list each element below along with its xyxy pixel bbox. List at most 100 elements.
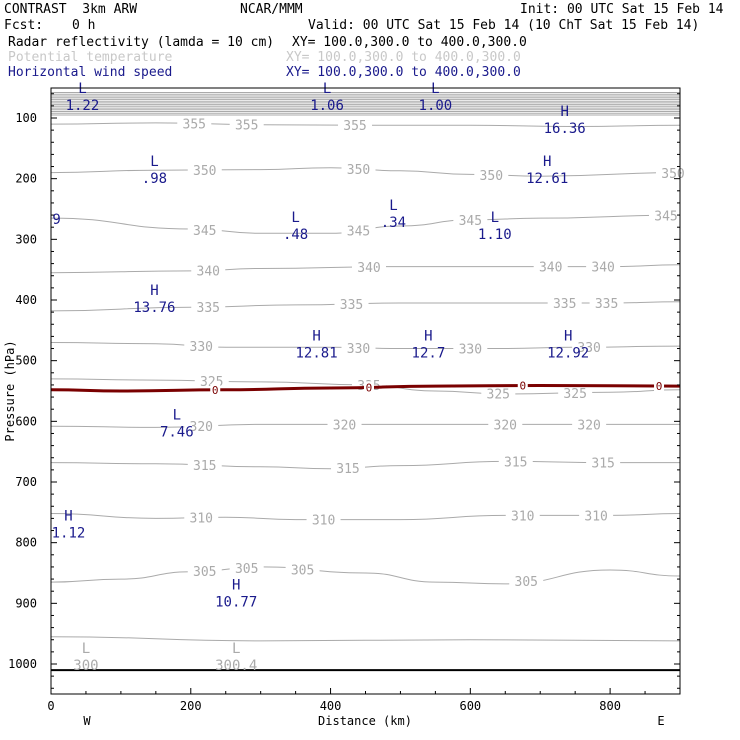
isentrope-label-bg (187, 457, 222, 473)
isentrope-label: 320 (577, 418, 600, 433)
isentrope-label: 310 (511, 509, 534, 524)
y-tick-label: 400 (15, 293, 37, 307)
extremum-value: 300 (73, 658, 98, 674)
isentrope-label-bg (453, 340, 488, 356)
extremum-value: 12.81 (295, 346, 337, 362)
isentrope-305 (50, 566, 681, 585)
extremum-value: 12.61 (526, 171, 568, 187)
extremum-type: H (64, 509, 72, 525)
isentrope-label-bg (589, 295, 624, 311)
extremum-type: H (543, 154, 551, 170)
isentrope-label-bg (229, 116, 264, 132)
isentrope-label-bg (184, 509, 219, 525)
isentrope-label-bg (327, 416, 362, 432)
isentrope-label-bg (547, 295, 582, 311)
field-wind-xy: XY= 100.0,300.0 to 400.0,300.0 (286, 65, 521, 80)
extremum-type: L (491, 210, 499, 226)
isentrope-label-bg (572, 416, 607, 432)
valid-time: Valid: 00 UTC Sat 15 Feb 14 (10 ChT Sat … (308, 18, 700, 33)
extremum-value: .98 (142, 171, 167, 187)
extremum-type: L (150, 154, 158, 170)
isentrope-label-bg (558, 384, 593, 400)
y-tick-label: 500 (15, 354, 37, 368)
isentrope-label-bg (488, 416, 523, 432)
isentrope-label-bg (187, 562, 222, 578)
y-tick-label: 600 (15, 414, 37, 428)
isentrope-label: 330 (459, 343, 482, 358)
west-label: W (83, 714, 91, 728)
isentrope-label-bg (187, 161, 222, 177)
extremum-value: 9 (52, 212, 60, 228)
freezing-label: 0 (656, 380, 663, 393)
isentrope-label-bg (191, 298, 226, 314)
isentrope-label: 325 (563, 387, 586, 402)
isentrope-label: 345 (654, 209, 677, 224)
organization: NCAR/MMM (240, 2, 303, 17)
isentrope-label-bg (351, 259, 386, 275)
isentrope-label-bg (509, 573, 544, 589)
extremum-type: H (424, 329, 432, 345)
extremum-value: 10.77 (215, 594, 257, 610)
isentrope-label-bg (481, 385, 516, 401)
isentrope-label-bg (177, 115, 212, 131)
freezing-level-line (50, 383, 681, 393)
isentrope-label-bg (453, 211, 488, 227)
isentrope-label-bg (194, 373, 229, 389)
isentrope-label-bg (572, 339, 607, 355)
field-theta-name: Potential temperature (8, 50, 173, 65)
isentrope-label: 310 (190, 512, 213, 527)
isentrope-label-bg (341, 160, 376, 176)
isentrope-label: 315 (504, 455, 527, 470)
isentrope-label: 350 (347, 163, 370, 178)
y-tick-label: 300 (15, 232, 37, 246)
isentrope-label-bg (586, 258, 621, 274)
freezing-label-bg (654, 380, 665, 393)
isentrope-label: 305 (193, 565, 216, 580)
freezing-label-bg (517, 379, 528, 392)
y-tick-label: 100 (15, 111, 37, 125)
east-label: E (657, 714, 664, 728)
extremum-value: 12.92 (547, 346, 589, 362)
y-tick-label: 900 (15, 596, 37, 610)
extremum-type: L (323, 81, 331, 97)
isentrope-label: 320 (190, 420, 213, 435)
field-theta-xy: XY= 100.0,300.0 to 400.0,300.0 (286, 50, 521, 65)
x-tick-label: 600 (459, 699, 481, 713)
freezing-label: 0 (212, 384, 219, 397)
isentrope-label: 305 (515, 575, 538, 590)
extremum-value: 1.06 (310, 98, 344, 114)
isentrope-label: 315 (336, 462, 359, 477)
isentrope-label-bg (579, 507, 614, 523)
isentrope-label: 345 (459, 214, 482, 229)
extremum-type: L (82, 641, 90, 657)
init-time: Init: 00 UTC Sat 15 Feb 14 (520, 2, 724, 17)
forecast-label: Fcst: (4, 18, 44, 33)
isentrope-label: 335 (595, 297, 618, 312)
isentrope-label-bg (586, 454, 621, 470)
extremum-value: 13.76 (133, 300, 175, 316)
extremum-value: 1.12 (52, 526, 86, 542)
field-wind-name: Horizontal wind speed (8, 65, 173, 80)
isentrope-label: 335 (340, 298, 363, 313)
y-tick-label: 1000 (8, 657, 37, 671)
y-axis-title: Pressure (hPa) (3, 340, 17, 441)
y-tick-label: 200 (15, 172, 37, 186)
isentrope-label: 340 (591, 261, 614, 276)
isentrope-label: 310 (584, 509, 607, 524)
field-reflectivity-xy: XY= 100.0,300.0 to 400.0,300.0 (292, 35, 527, 50)
y-tick-label: 700 (15, 475, 37, 489)
isentrope-label-bg (306, 511, 341, 527)
isentrope-label: 330 (577, 341, 600, 356)
isentrope-label: 330 (190, 340, 213, 355)
isentrope-label: 320 (333, 418, 356, 433)
isentrope-label: 350 (480, 169, 503, 184)
isentrope-label: 350 (661, 167, 684, 182)
isentrope-label: 335 (553, 297, 576, 312)
extremum-type: H (150, 283, 158, 299)
isentrope-label: 305 (291, 563, 314, 578)
isentrope-label-bg (505, 507, 540, 523)
isentrope-label: 320 (494, 418, 517, 433)
isentrope-label-bg (656, 164, 691, 180)
